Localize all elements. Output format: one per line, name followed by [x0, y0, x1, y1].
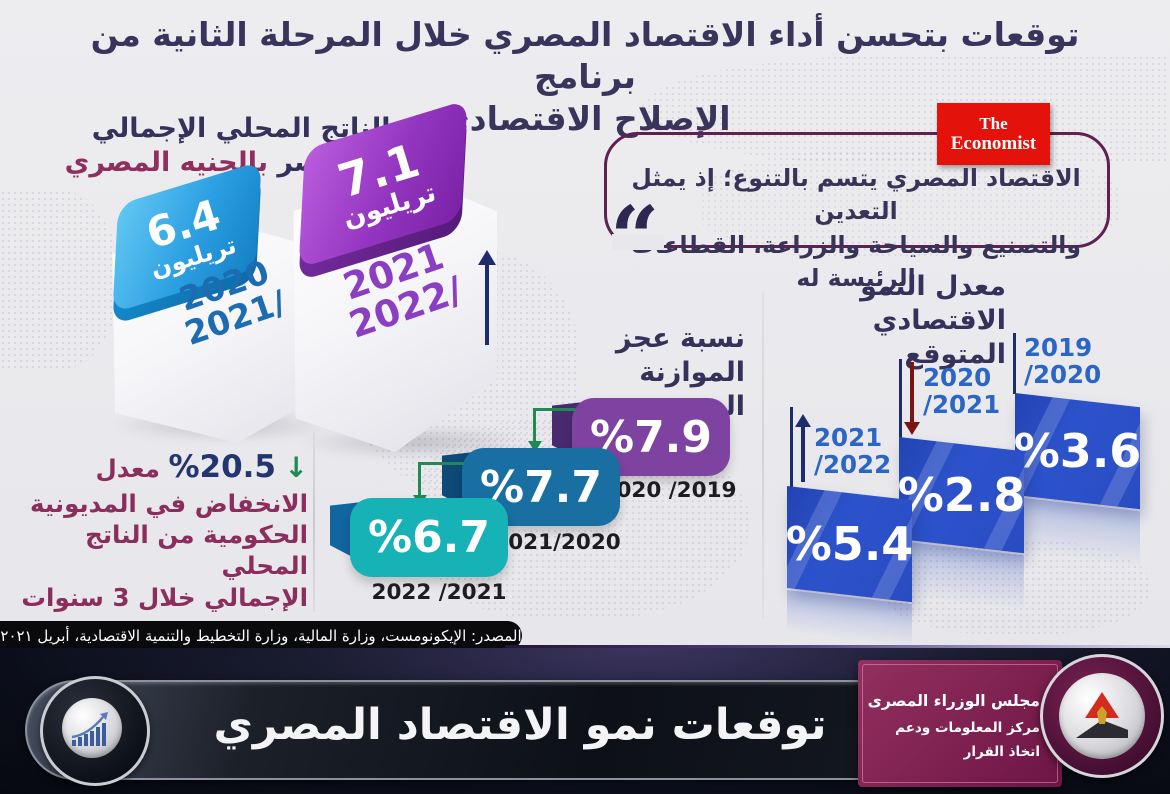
- dots-pattern: [0, 190, 120, 370]
- green-down-arrow-icon: ↓: [284, 451, 308, 484]
- quote-icon: “: [610, 188, 660, 289]
- org-box: [858, 660, 1062, 787]
- deficit-year-2019: 2020 /2019: [601, 478, 737, 503]
- separator-line: [762, 292, 764, 618]
- growth-year-2019: 2019 /2020: [1024, 333, 1102, 390]
- down-elbow-arrow: [533, 408, 575, 411]
- quote-text: الاقتصاد المصري يتسم بالتنوع؛ إذ يمثل ال…: [631, 164, 1081, 293]
- panel-stem-line: [1013, 333, 1016, 394]
- emblem-shapes: [1072, 690, 1132, 742]
- panel-stem-line: [790, 407, 793, 487]
- down-arrow-shaft: [910, 362, 914, 424]
- growth-year-2021: 2021 /2022: [814, 423, 892, 480]
- debt-line1: ↓ %20.5 معدل: [14, 448, 309, 488]
- page-title: توقعات بتحسن أداء الاقتصاد المصري خلال ا…: [35, 14, 1135, 141]
- quote-mark-mask: [612, 234, 664, 250]
- bar-chart-icon: [62, 698, 122, 758]
- growth-heading: معدل النمو الاقتصادي المتوقع: [860, 271, 1006, 371]
- panel-stem-line: [899, 359, 902, 438]
- org-text: مجلس الوزراء المصرى مركز المعلومات ودعم …: [867, 692, 1040, 761]
- up-arrow-shaft: [801, 426, 805, 482]
- down-elbow-arrow-shaft: [418, 462, 421, 495]
- up-arrow-icon: [795, 414, 811, 427]
- footer-title: توقعات نمو الاقتصاد المصري: [213, 700, 827, 750]
- up-arrow-icon: [478, 250, 496, 265]
- growth-year-2020: 2020 /2021: [923, 363, 1001, 420]
- down-elbow-arrow: [418, 462, 464, 465]
- deficit-year-2021: 2022 /2021: [371, 580, 507, 605]
- economist-logo: The Economist: [937, 103, 1050, 165]
- dots-pattern: [880, 540, 1150, 635]
- egypt-emblem-icon: [1059, 673, 1145, 759]
- down-arrow-head: [528, 441, 542, 452]
- growth-panel-2020: %2.8: [899, 437, 1024, 554]
- growth-panel-2019: %3.6: [1015, 393, 1140, 510]
- dots-pattern: [700, 150, 1120, 260]
- source-text: المصدر: الإيكونومست، وزارة المالية، وزار…: [0, 626, 522, 645]
- down-elbow-arrow-shaft: [533, 408, 536, 441]
- panel-reflection: [1015, 497, 1140, 578]
- panel-reflection: [899, 541, 1024, 622]
- debt-note: ↓ %20.5 معدل الانخفاض في المديونية الحكو…: [14, 448, 308, 613]
- title-line2: الإصلاح الاقتصادي: [439, 99, 731, 139]
- footer: توقعات نمو الاقتصاد المصري مجلس الوزراء …: [0, 648, 1170, 794]
- deficit-year-2020: 2021/2020: [493, 530, 621, 555]
- deficit-step-2021: %6.7: [350, 498, 508, 577]
- down-arrow-icon: [904, 422, 920, 435]
- growth-panel-2021: %5.4: [787, 486, 912, 603]
- up-arrow-shaft: [485, 263, 489, 345]
- emblem-gold-eagle: [1097, 706, 1107, 724]
- debt-value: %20.5: [168, 449, 276, 485]
- title-line1: توقعات بتحسن أداء الاقتصاد المصري خلال ا…: [90, 15, 1080, 97]
- source-bar: المصدر: الإيكونومست، وزارة المالية، وزار…: [0, 621, 522, 650]
- quote-box: [604, 132, 1110, 248]
- bar-chart-svg: [71, 712, 108, 746]
- separator-line: [313, 432, 315, 612]
